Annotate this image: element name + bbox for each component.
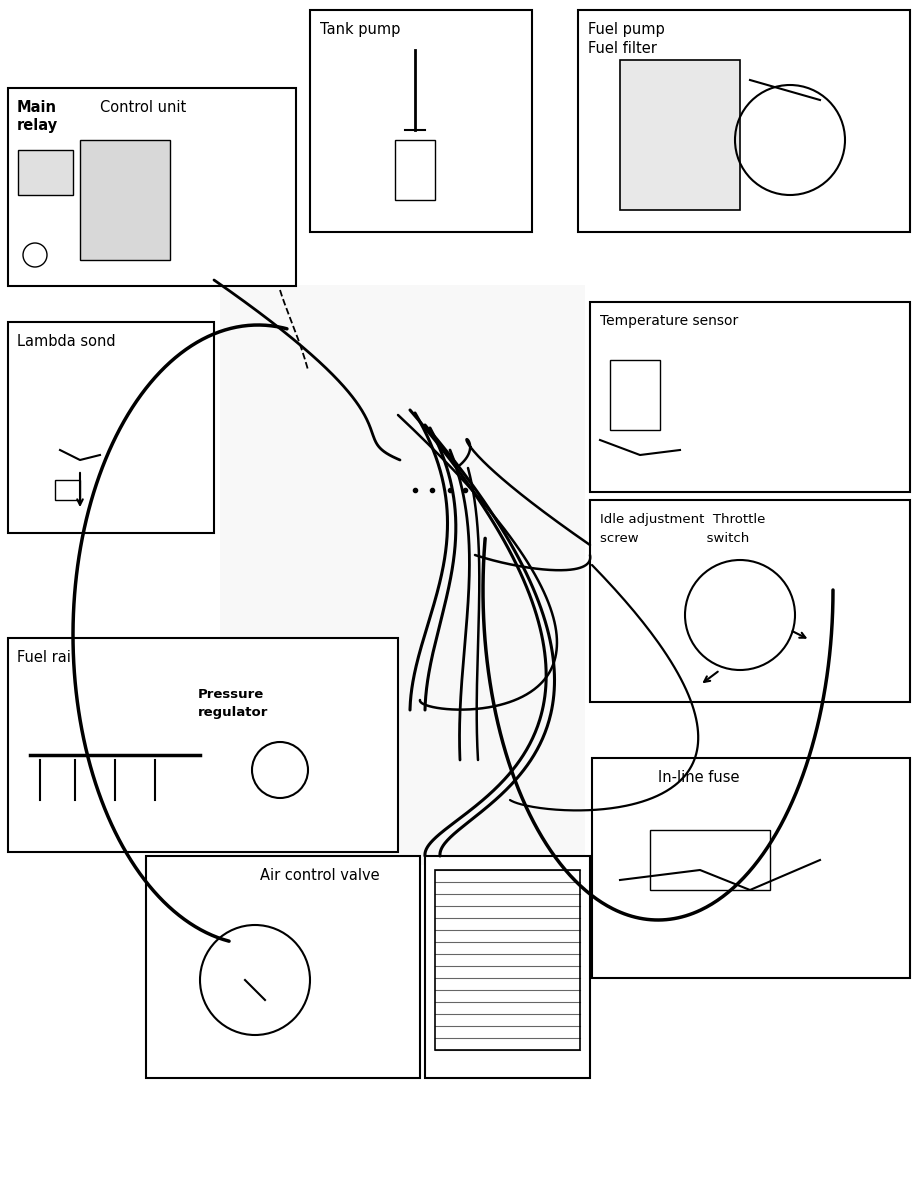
Bar bbox=[395, 140, 435, 200]
Text: Fuel filter: Fuel filter bbox=[588, 41, 657, 56]
Text: Main: Main bbox=[17, 100, 57, 115]
Bar bbox=[578, 10, 910, 232]
Text: Air control valve: Air control valve bbox=[260, 868, 380, 883]
Bar bbox=[8, 88, 296, 286]
Bar bbox=[8, 322, 214, 533]
Text: Pressure: Pressure bbox=[198, 688, 264, 701]
Text: Fuel pump: Fuel pump bbox=[588, 22, 665, 37]
Text: Fuel rail: Fuel rail bbox=[17, 650, 75, 665]
Bar bbox=[590, 302, 910, 492]
Bar bbox=[80, 140, 170, 260]
Bar bbox=[220, 284, 585, 865]
Text: Temperature sensor: Temperature sensor bbox=[600, 314, 738, 328]
Bar bbox=[435, 870, 580, 1050]
Bar bbox=[610, 360, 660, 430]
Text: Lambda sond: Lambda sond bbox=[17, 334, 116, 349]
Text: screw                switch: screw switch bbox=[600, 532, 749, 545]
Bar bbox=[18, 150, 73, 194]
Text: In-line fuse: In-line fuse bbox=[658, 770, 740, 785]
Text: regulator: regulator bbox=[198, 706, 268, 719]
Bar bbox=[650, 830, 770, 890]
Bar bbox=[620, 60, 740, 210]
Bar bbox=[146, 856, 420, 1078]
Bar bbox=[590, 500, 910, 702]
Bar bbox=[55, 480, 80, 500]
Text: Idle adjustment  Throttle: Idle adjustment Throttle bbox=[600, 514, 766, 526]
Bar bbox=[310, 10, 532, 232]
Bar bbox=[8, 638, 398, 852]
Text: relay: relay bbox=[17, 118, 58, 133]
Bar bbox=[592, 758, 910, 978]
Text: Control unit: Control unit bbox=[100, 100, 186, 115]
Bar bbox=[425, 856, 590, 1078]
Text: Tank pump: Tank pump bbox=[320, 22, 400, 37]
